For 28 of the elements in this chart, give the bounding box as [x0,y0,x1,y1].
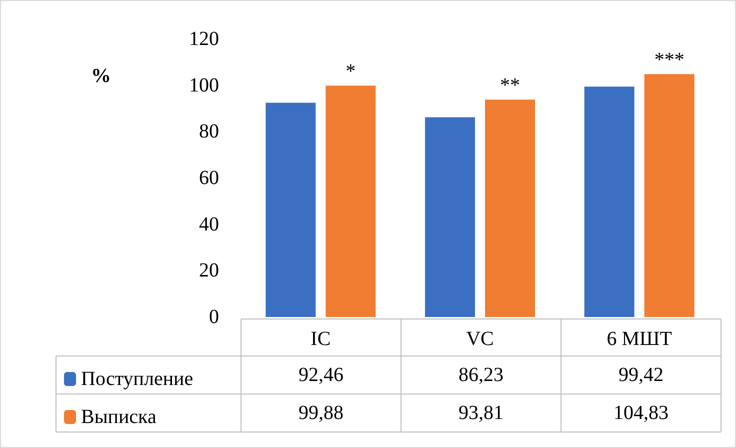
y-tick-label: 0 [209,306,219,328]
annotation: * [346,60,356,83]
x-tick-label: VC [466,328,494,350]
legend-label: Поступление [81,368,194,390]
x-tick-label: IC [310,328,331,350]
y-tick-label: 20 [199,260,219,282]
data-label: 93,81 [458,402,504,424]
y-tick-label: 40 [199,213,219,236]
annotation: *** [654,49,684,72]
y-tick-label: 120 [189,28,219,50]
y-tick-label: 80 [199,120,219,143]
bar [266,102,316,317]
data-label: 99,42 [618,364,664,386]
annotation: ** [500,74,520,97]
data-label: 104,83 [614,402,668,424]
bar [425,117,475,317]
bar [584,86,634,317]
y-axis-title: % [91,65,111,87]
bar [485,100,535,317]
data-label: 86,23 [458,364,504,386]
legend-label: Выписка [81,406,156,428]
y-tick-label: 60 [199,167,219,189]
bar [326,86,376,317]
y-tick-label: 100 [189,74,219,96]
data-label: 99,88 [298,402,344,424]
data-label: 92,46 [298,364,344,386]
x-tick-label: 6 МШТ [606,328,672,350]
bar [644,74,694,317]
